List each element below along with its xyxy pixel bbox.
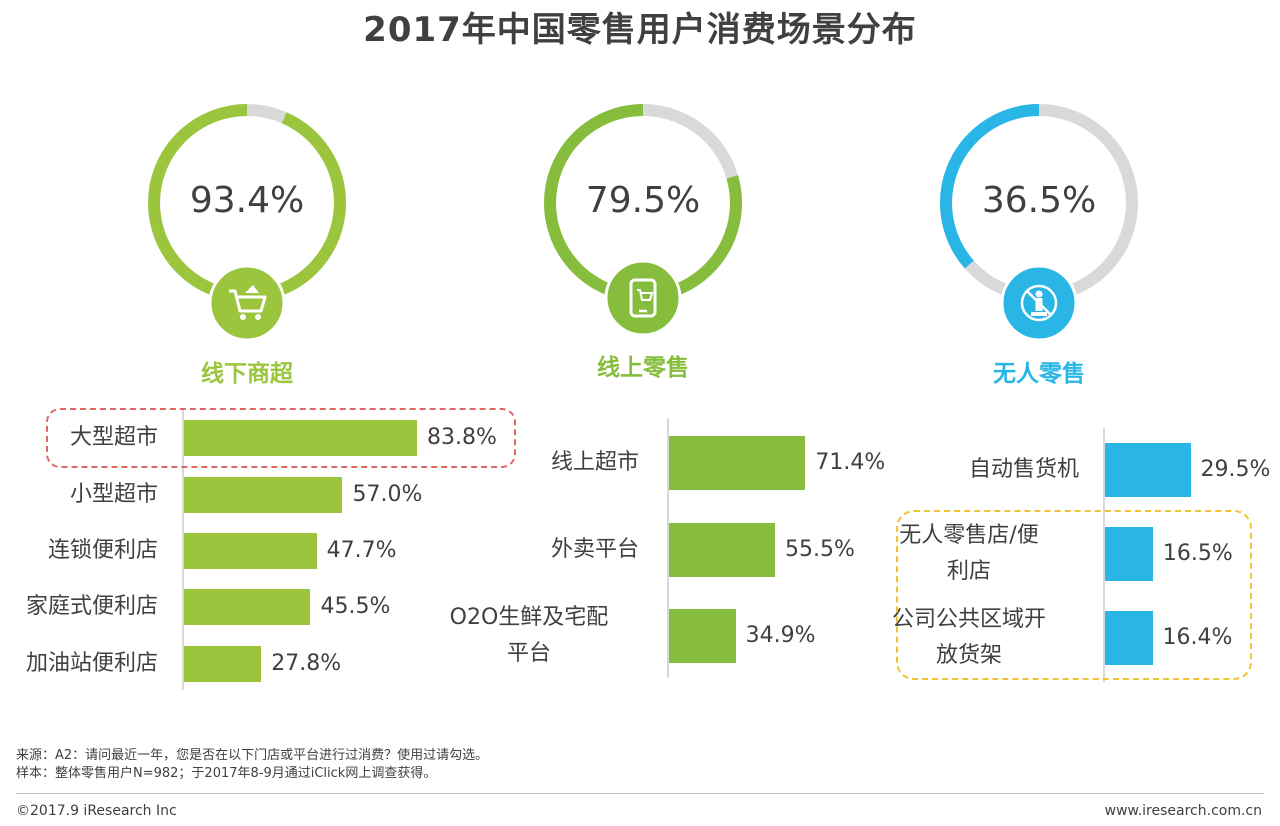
mobile-shop-icon: [604, 259, 682, 337]
category-title: 无人零售: [993, 361, 1085, 387]
bar-axis: [1103, 428, 1105, 682]
bar-category-label-line: 自动售货机: [968, 457, 1079, 482]
bar-category-label-line: 公司公共区域开: [891, 607, 1046, 632]
bar: [669, 436, 806, 490]
bar-value-label: 29.5%: [1200, 457, 1271, 482]
bar: [184, 646, 262, 682]
bar: [184, 589, 311, 625]
bar-category-label: 无人零售店/便 利店: [859, 518, 1079, 590]
bar-value-label: 71.4%: [815, 450, 886, 475]
donut-percentage: 36.5%: [981, 180, 1097, 221]
bar-category-label-line: 家庭式便利店: [25, 594, 158, 619]
bar-value-label: 57.0%: [352, 482, 423, 507]
bar-value-label: 16.5%: [1162, 541, 1233, 566]
bar-category-label-line: 小型超市: [69, 482, 158, 507]
bar-category-label-line: 加油站便利店: [25, 651, 158, 676]
bar-axis: [182, 410, 184, 690]
donut-percentage: 79.5%: [585, 180, 701, 221]
footer-sample: 样本：整体零售用户N=982；于2017年8-9月通过iClick网上调查获得。: [16, 766, 437, 781]
bar-value-label: 27.8%: [271, 651, 342, 676]
donut-percentage: 93.4%: [189, 180, 305, 221]
bar: [669, 523, 775, 577]
bar-category-label-line: 放货架: [935, 643, 1002, 668]
shopping-cart-icon: [208, 264, 286, 342]
bar-category-label-line: 无人零售店/便: [899, 523, 1039, 548]
bar-category-label-line: 连锁便利店: [47, 538, 158, 563]
bar-category-label: 加油站便利店: [0, 646, 158, 682]
bar-axis: [667, 418, 669, 678]
bar-value-label: 34.9%: [745, 623, 816, 648]
bar-category-label: 小型超市: [0, 477, 158, 513]
bar-value-label: 55.5%: [785, 537, 855, 562]
bar-category-label-line: 外卖平台: [550, 537, 639, 562]
footer-copyright: ©2017.9 iResearch Inc: [16, 803, 177, 819]
bar: [184, 533, 317, 569]
bar-category-label: O2O生鲜及宅配 平台: [419, 600, 639, 672]
footer-website: www.iresearch.com.cn: [1104, 803, 1262, 819]
bar: [1105, 443, 1191, 497]
bar-category-label: 公司公共区域开 放货架: [859, 602, 1079, 674]
bar-category-label: 线上超市: [419, 445, 639, 481]
footer-divider: [16, 793, 1264, 794]
bar: [184, 420, 417, 456]
footer-source: 来源：A2：请问最近一年，您是否在以下门店或平台进行过消费？使用过请勾选。: [16, 748, 489, 763]
bar: [1105, 527, 1153, 581]
donut-value-arc: [940, 104, 1138, 302]
bar-value-label: 45.5%: [320, 594, 391, 619]
bar-value-label: 16.4%: [1162, 625, 1233, 650]
highlight-box-unmanned-stores: [896, 510, 1252, 680]
bar-category-label: 自动售货机: [859, 452, 1079, 488]
bar-category-label-line: 线上超市: [550, 450, 639, 475]
category-title: 线下商超: [201, 361, 293, 387]
bar-category-label: 家庭式便利店: [0, 589, 158, 625]
bar-category-label-line: 利店: [946, 559, 991, 584]
bar-value-label: 47.7%: [326, 538, 397, 563]
chart-title: 2017年中国零售用户消费场景分布: [363, 10, 917, 50]
no-person-icon: [1000, 264, 1078, 342]
bar-category-label: 大型超市: [0, 420, 158, 456]
highlight-box-large-supermarket: [46, 408, 516, 468]
bar-category-label-line: O2O生鲜及宅配: [449, 605, 609, 630]
bar-category-label: 连锁便利店: [0, 533, 158, 569]
category-title: 线上零售: [597, 355, 689, 381]
bar: [1105, 611, 1153, 665]
bar-value-label: 83.8%: [426, 425, 497, 450]
bar-category-label: 外卖平台: [419, 532, 639, 568]
bar: [184, 477, 343, 513]
bar: [669, 609, 736, 663]
bar-category-label-line: 平台: [506, 641, 551, 666]
bar-category-label-line: 大型超市: [69, 425, 158, 450]
